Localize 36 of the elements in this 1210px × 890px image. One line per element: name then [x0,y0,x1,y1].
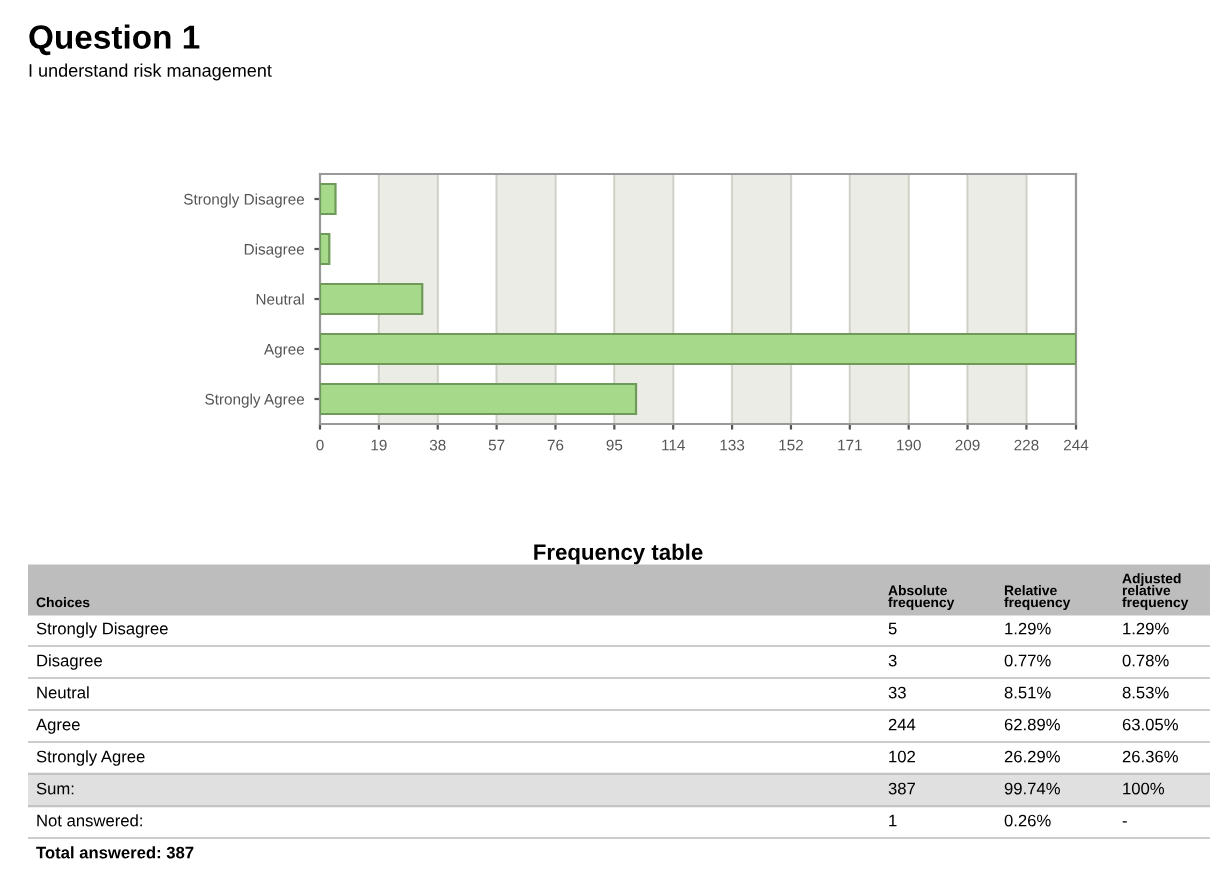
chart-title: Question 1 [29,24,200,56]
text: 102 [889,750,915,763]
text: I understand risk management [29,63,272,81]
text: 3 [888,654,897,667]
text: Sum: [36,782,74,795]
text: 5 [888,622,897,635]
text: 0.77% [1004,654,1051,667]
text: 387 [888,782,915,795]
text: 1.29% [1005,622,1051,635]
text: 0.78% [1122,654,1169,667]
text: Neutral [37,686,89,699]
text: 100% [1123,782,1165,795]
text: 99.74% [1004,782,1060,795]
text: 244 [888,718,916,731]
text: - [1122,821,1127,823]
text: Strongly Agree [36,750,145,766]
text: 26.36% [1122,750,1178,763]
text: 26.29% [1004,750,1060,763]
text: 8.51% [1004,686,1051,699]
bar [320,232,331,266]
text: 1 [889,814,897,827]
bar [320,182,337,216]
text: Agree [36,718,80,734]
text: 8.53% [1122,686,1169,699]
text: Not answered: [37,814,142,827]
text: 62.89% [1004,718,1060,731]
text: 0.26% [1004,814,1051,827]
text: Total answered: 387 [36,846,194,859]
text: 63.05% [1122,718,1178,731]
text: Frequency table [534,543,703,565]
bar [320,332,1076,366]
bar [320,382,638,416]
text: 1.29% [1123,622,1169,635]
text: Strongly Disagree [36,622,168,638]
text: Disagree [37,654,102,670]
text: 33 [888,686,906,699]
